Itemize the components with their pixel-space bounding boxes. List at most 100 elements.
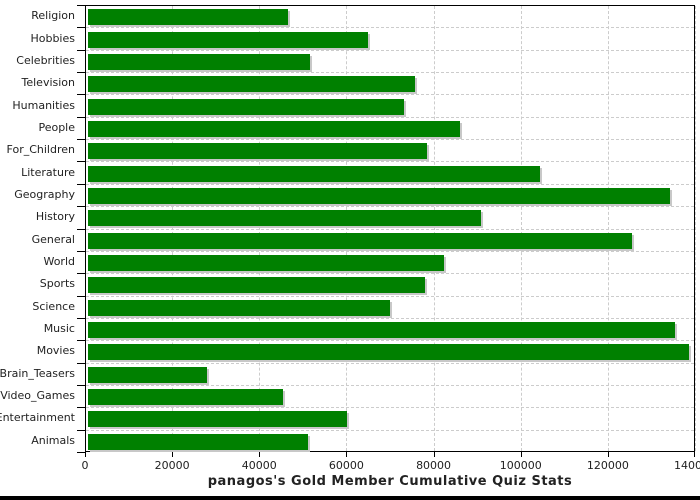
category-label-humanities: Humanities (12, 98, 75, 112)
category-gridline (86, 49, 694, 51)
y-axis-tick (77, 385, 85, 386)
bar-music (88, 322, 675, 339)
category-label-music: Music (43, 322, 75, 336)
category-gridline (86, 183, 694, 185)
plot-area (85, 5, 696, 452)
x-axis-tick (346, 452, 348, 457)
bar-general (88, 232, 632, 249)
category-label-celebrities: Celebrities (16, 53, 75, 67)
bar-movies (88, 344, 689, 361)
category-gridline (86, 273, 694, 275)
x-axis-tick (694, 452, 695, 457)
x-gridline (695, 6, 696, 451)
chart-title: panagos's Gold Member Cumulative Quiz St… (207, 474, 573, 489)
category-label-movies: Movies (36, 344, 75, 358)
y-axis-tick (77, 251, 85, 252)
category-gridline (86, 250, 694, 252)
bar-sports (88, 277, 425, 294)
bottom-border (0, 496, 700, 500)
category-label-for_children: For_Children (6, 143, 75, 157)
y-axis-tick (77, 229, 85, 230)
category-gridline (86, 407, 694, 409)
category-label-science: Science (32, 299, 75, 313)
category-gridline (86, 228, 694, 230)
category-label-television: Television (21, 76, 76, 90)
category-label-people: People (38, 120, 75, 134)
category-gridline (86, 317, 694, 319)
category-gridline (86, 295, 694, 297)
y-axis-tick (77, 184, 85, 185)
y-axis-tick (77, 27, 85, 28)
category-gridline (86, 362, 694, 364)
category-label-animals: Animals (31, 433, 75, 447)
category-label-video_games: Video_Games (0, 389, 75, 403)
category-gridline (86, 161, 694, 163)
category-gridline (86, 206, 694, 208)
y-axis-tick (77, 407, 85, 408)
y-axis-tick (77, 50, 85, 51)
category-label-general: General (31, 232, 75, 246)
x-axis-tick (433, 452, 435, 457)
y-axis-tick (77, 296, 85, 297)
x-tick-label: 140000 (674, 459, 700, 472)
bar-religion (88, 9, 288, 26)
x-axis-tick (607, 452, 609, 457)
x-tick-label: 120000 (586, 459, 629, 472)
bar-geography (88, 187, 670, 204)
category-label-hobbies: Hobbies (30, 31, 75, 45)
bar-animals (88, 433, 308, 450)
category-gridline (86, 340, 694, 342)
category-label-brain_teasers: Brain_Teasers (0, 366, 75, 380)
category-label-religion: Religion (31, 9, 75, 23)
y-axis-tick (77, 430, 85, 431)
y-axis-tick (77, 5, 85, 6)
x-tick-label: 40000 (241, 459, 277, 472)
bar-world (88, 255, 444, 272)
category-gridline (86, 384, 694, 386)
bar-hobbies (88, 31, 368, 48)
bar-entertainment (88, 411, 347, 428)
y-axis-tick (77, 72, 85, 73)
x-axis-tick (85, 452, 86, 457)
y-axis-tick (77, 452, 85, 453)
x-tick-label: 0 (81, 459, 89, 472)
x-axis-tick (520, 452, 522, 457)
bar-television (88, 76, 415, 93)
category-gridline (86, 94, 694, 96)
y-axis-tick (77, 117, 85, 118)
category-label-sports: Sports (39, 277, 75, 291)
category-gridline (86, 429, 694, 431)
bar-history (88, 210, 481, 227)
y-axis-tick (77, 161, 85, 162)
y-axis-tick (77, 318, 85, 319)
bar-literature (88, 165, 540, 182)
y-axis-tick (77, 94, 85, 95)
bar-people (88, 120, 460, 137)
x-axis-tick (172, 452, 174, 457)
y-axis-tick (77, 139, 85, 140)
bar-humanities (88, 98, 404, 115)
x-tick-label: 80000 (416, 459, 452, 472)
y-axis-tick (77, 206, 85, 207)
category-label-geography: Geography (14, 187, 75, 201)
category-gridline (86, 72, 694, 74)
category-label-literature: Literature (21, 165, 75, 179)
category-label-world: World (43, 255, 75, 269)
bar-science (88, 299, 390, 316)
bar-video_games (88, 389, 283, 406)
y-axis-tick (77, 273, 85, 274)
y-axis-tick (77, 363, 85, 364)
bar-for_children (88, 143, 427, 160)
x-tick-label: 20000 (154, 459, 190, 472)
x-tick-label: 100000 (499, 459, 542, 472)
y-axis-tick (77, 340, 85, 341)
category-gridline (86, 139, 694, 141)
x-tick-label: 60000 (328, 459, 364, 472)
bar-celebrities (88, 53, 310, 70)
category-label-entertainment: Entertainment (0, 411, 75, 425)
bar-brain_teasers (88, 366, 207, 383)
category-label-history: History (35, 210, 75, 224)
x-axis-tick (259, 452, 261, 457)
category-gridline (86, 27, 694, 29)
